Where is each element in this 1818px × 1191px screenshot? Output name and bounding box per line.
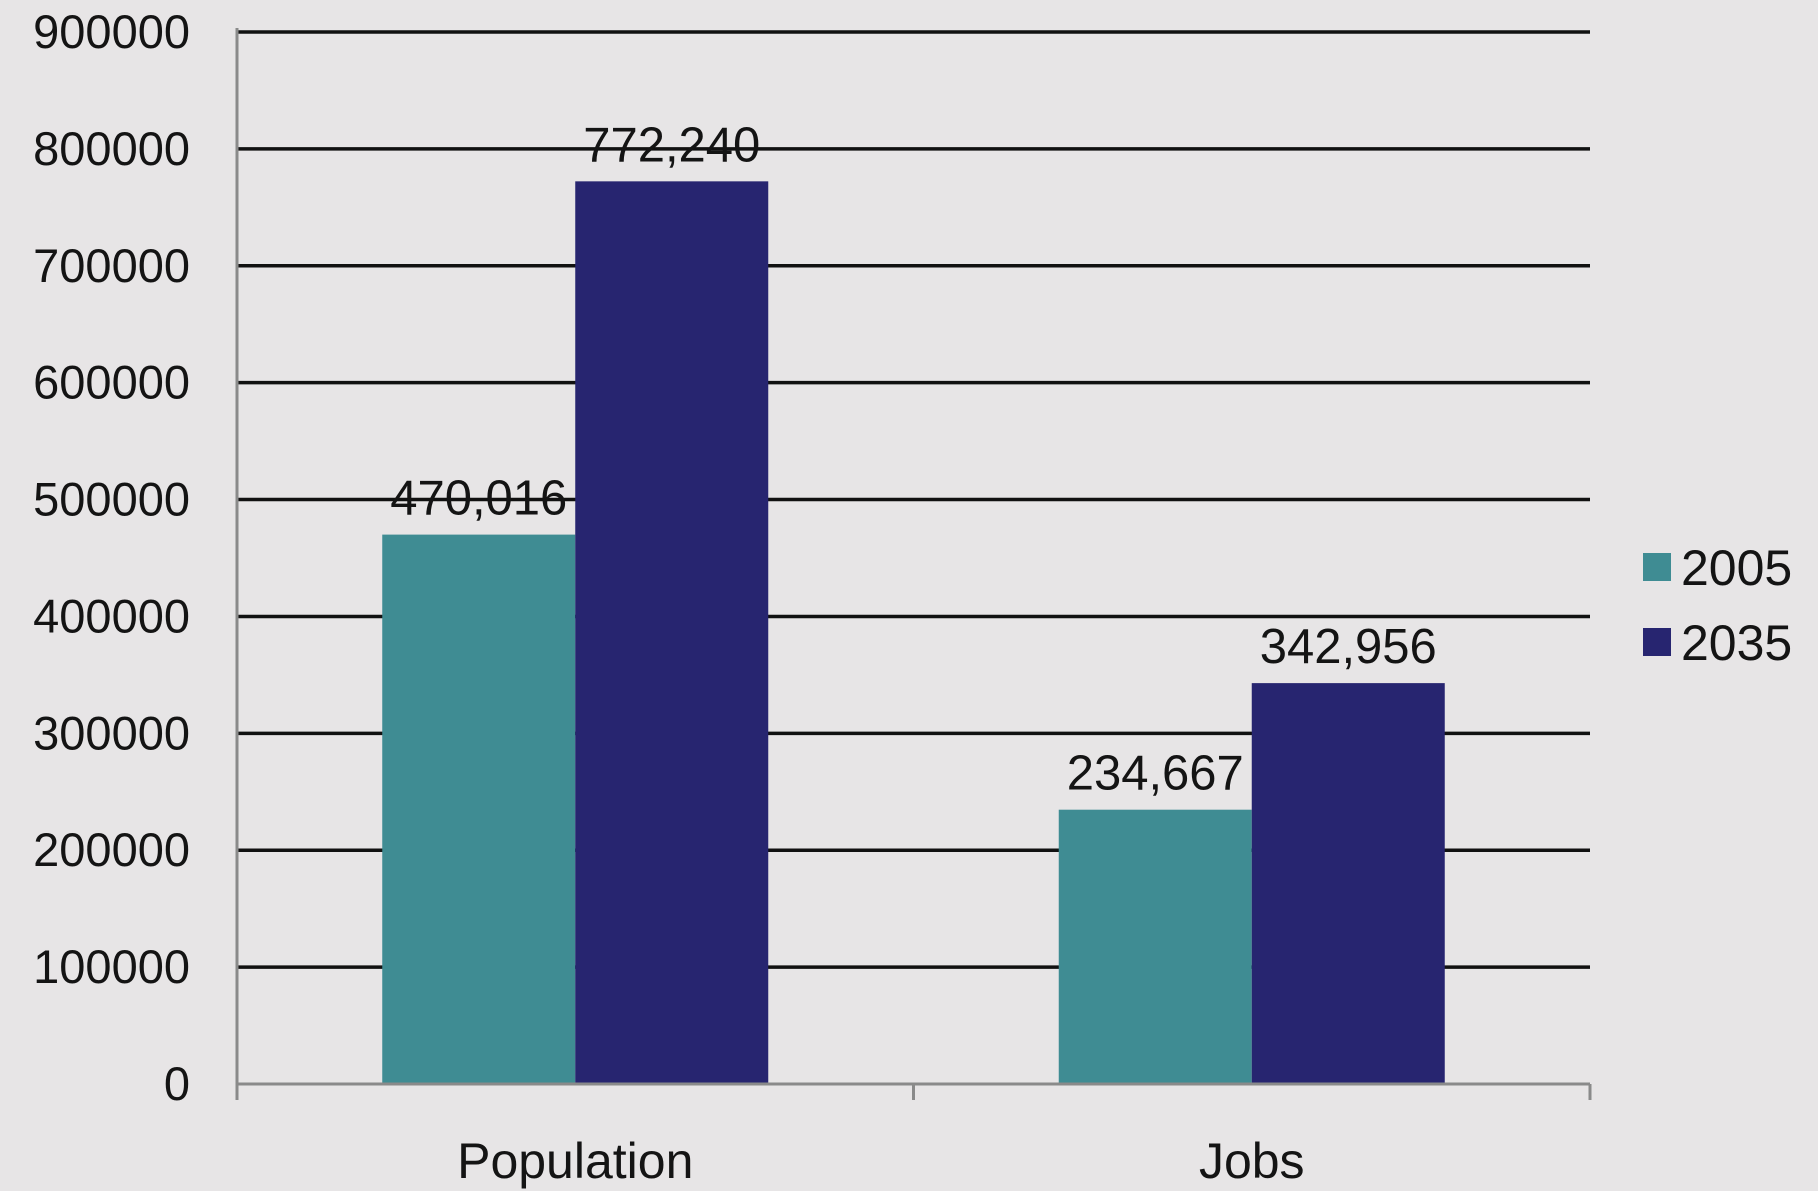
bar-jobs-2035	[1251, 683, 1445, 1084]
x-category-label: Jobs	[1199, 1133, 1305, 1189]
data-label: 234,667	[1067, 747, 1244, 801]
legend-swatch-2035	[1643, 628, 1671, 656]
y-tick-label: 800000	[33, 122, 190, 175]
bar-population-2005	[382, 534, 576, 1084]
y-tick-label: 0	[164, 1057, 190, 1110]
bars	[382, 181, 1445, 1084]
y-axis-tick-labels: 0 100000 200000 300000 400000 500000 600000 700…	[33, 5, 190, 1110]
y-tick-label: 100000	[33, 940, 190, 993]
x-category-label: Population	[457, 1133, 693, 1189]
legend-swatch-2005	[1643, 553, 1671, 581]
y-tick-label: 600000	[33, 356, 190, 409]
data-label: 342,956	[1260, 620, 1437, 674]
legend-label: 2005	[1681, 540, 1792, 596]
data-label: 470,016	[390, 472, 567, 526]
axes	[235, 28, 1592, 1100]
legend: 2005 2035	[1643, 540, 1792, 671]
data-labels: 470,016 772,240 234,667 342,956	[390, 118, 1437, 800]
y-tick-label: 200000	[33, 823, 190, 876]
y-tick-label: 500000	[33, 473, 190, 526]
data-label: 772,240	[583, 118, 760, 172]
legend-label: 2035	[1681, 615, 1792, 671]
bar-jobs-2005	[1058, 809, 1252, 1084]
y-tick-label: 400000	[33, 589, 190, 642]
y-tick-label: 700000	[33, 239, 190, 292]
x-axis-category-labels: Population Jobs	[457, 1133, 1304, 1189]
y-tick-label: 900000	[33, 5, 190, 58]
y-tick-label: 300000	[33, 706, 190, 759]
bar-population-2035	[575, 181, 769, 1084]
